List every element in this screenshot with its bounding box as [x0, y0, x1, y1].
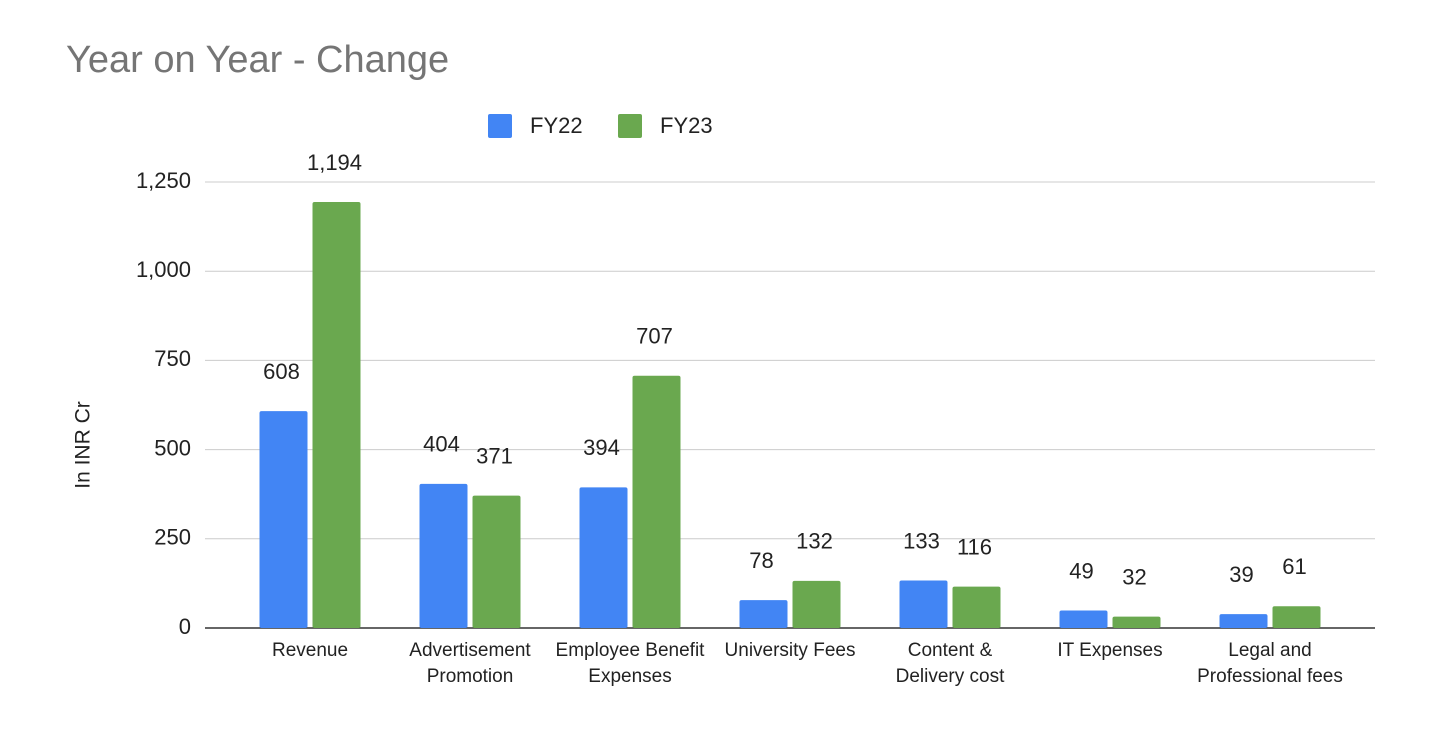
legend-swatch [488, 114, 512, 138]
y-tick-label: 1,250 [136, 168, 191, 193]
data-label: 32 [1122, 564, 1146, 589]
bar [1272, 606, 1321, 628]
chart-title: Year on Year - Change [66, 39, 449, 81]
data-label: 608 [263, 359, 300, 384]
y-tick-label: 750 [154, 346, 191, 371]
x-tick-label: Advertisement Promotion [409, 640, 531, 687]
data-label: 116 [957, 534, 992, 559]
data-label: 132 [796, 529, 833, 554]
y-tick-label: 0 [179, 614, 191, 639]
bar [259, 411, 308, 628]
x-tick-label: Legal and Professional fees [1197, 640, 1343, 687]
bar [632, 375, 681, 628]
data-label: 49 [1069, 558, 1093, 583]
y-tick-label: 500 [154, 435, 191, 460]
bar [1059, 610, 1108, 628]
data-label: 1,194 [307, 150, 362, 175]
legend-label: FY23 [660, 113, 713, 138]
data-label: 394 [583, 435, 620, 460]
legend-swatch [618, 114, 642, 138]
bar [579, 487, 628, 628]
bar [792, 580, 841, 628]
data-label: 404 [423, 432, 460, 457]
bar [1112, 616, 1161, 628]
data-label: 78 [749, 548, 773, 573]
data-label: 61 [1282, 554, 1306, 579]
y-axis-label: In INR Cr [72, 401, 95, 489]
y-tick-label: 1,000 [136, 257, 191, 282]
legend-label: FY22 [530, 113, 583, 138]
data-label: 39 [1229, 562, 1253, 587]
bar [899, 580, 948, 628]
bar [739, 600, 788, 628]
bar [952, 586, 1001, 628]
data-label: 133 [903, 528, 940, 553]
x-tick-label: University Fees [724, 640, 856, 661]
x-tick-label: IT Expenses [1057, 640, 1163, 661]
x-tick-label: Revenue [271, 640, 349, 661]
x-tick-label: Employee Benefit Expenses [555, 640, 705, 687]
data-label: 707 [636, 324, 673, 349]
bar [1219, 614, 1268, 628]
bar [472, 495, 521, 628]
x-tick-label: Content & Delivery cost [895, 640, 1005, 687]
data-label: 371 [476, 443, 513, 468]
y-tick-label: 250 [154, 525, 191, 550]
bar [419, 483, 468, 628]
bar [312, 201, 361, 628]
